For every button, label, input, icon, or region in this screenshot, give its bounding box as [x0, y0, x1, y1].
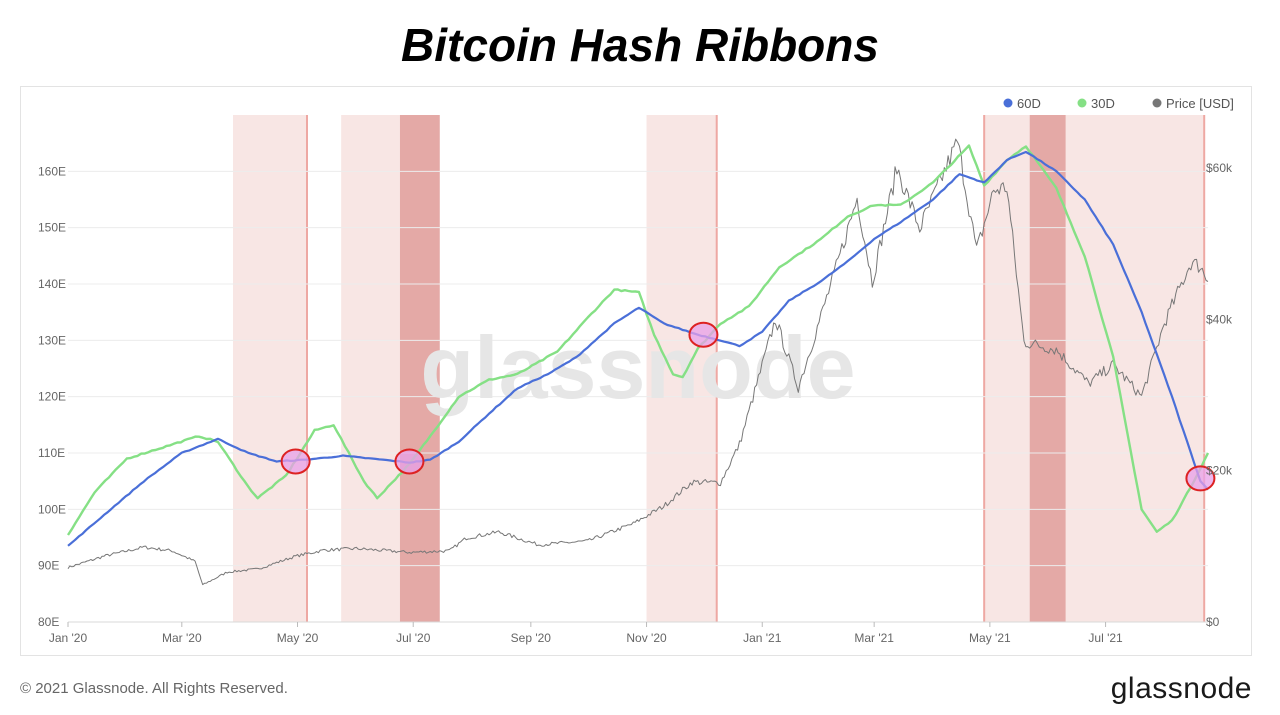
grid-lines	[68, 170, 1208, 623]
x-tick-label: Jul '21	[1088, 631, 1123, 645]
series-line-price-usd	[67, 138, 1209, 586]
x-tick-label: Mar '20	[162, 631, 202, 645]
legend-swatch	[1077, 98, 1087, 108]
band-1	[233, 115, 308, 622]
x-tick-label: Jan '21	[743, 631, 782, 645]
y-right-tick-label: $40k	[1206, 312, 1233, 326]
watermark: glassnode	[420, 318, 855, 417]
legend-label: Price [USD]	[1166, 96, 1234, 111]
legend-swatch	[1152, 98, 1162, 108]
y-left-tick-label: 100E	[38, 502, 66, 516]
recovery-circle-3	[688, 321, 719, 348]
series-lines	[66, 138, 1210, 586]
y-left-tick-label: 120E	[38, 390, 66, 404]
band-6	[1029, 115, 1066, 622]
legend-swatch	[1003, 98, 1013, 108]
y-right-tick-label: $60k	[1206, 161, 1233, 175]
band-7	[1065, 115, 1205, 622]
x-tick-label: Mar '21	[854, 631, 894, 645]
axis-ticks: 80E 90E 100E 110E 120E 130E 140E 150E 160E $0 $20k…	[38, 161, 1233, 645]
recovery-circle-1	[280, 448, 311, 475]
y-right-tick-label: $20k	[1206, 464, 1233, 478]
x-tick-label: Sep '20	[511, 631, 552, 645]
brand-logo[interactable]: glassnode	[1110, 672, 1252, 705]
chart-title: Bitcoin Hash Ribbons	[401, 19, 879, 71]
recovery-circle-4	[1185, 465, 1216, 492]
x-tick-label: Jan '20	[49, 631, 88, 645]
y-left-tick-label: 110E	[38, 446, 65, 460]
x-tick-label: Nov '20	[626, 631, 667, 645]
y-right-tick-label: $0	[1206, 615, 1220, 629]
legend: 60D 30D Price [USD]	[1003, 96, 1234, 111]
y-left-tick-label: 90E	[38, 559, 59, 573]
recovery-circles	[280, 321, 1216, 492]
x-tick-label: May '21	[969, 631, 1011, 645]
x-tick-label: May '20	[277, 631, 319, 645]
legend-label: 30D	[1091, 96, 1115, 111]
chart-frame	[20, 86, 1252, 656]
y-left-tick-label: 160E	[38, 164, 66, 178]
x-tick-label: Jul '20	[396, 631, 431, 645]
capitulation-bands	[233, 115, 1206, 622]
y-left-tick-label: 80E	[38, 615, 59, 629]
y-left-tick-label: 140E	[38, 277, 66, 291]
band-3	[399, 115, 440, 622]
band-2	[341, 115, 400, 622]
copyright-text: © 2021 Glassnode. All Rights Reserved.	[20, 680, 288, 697]
y-left-tick-label: 130E	[38, 333, 66, 347]
y-left-tick-label: 150E	[38, 221, 66, 235]
recovery-circle-2	[394, 448, 425, 475]
band-4	[646, 115, 717, 622]
series-line-60d	[67, 150, 1209, 547]
legend-label: 60D	[1017, 96, 1041, 111]
series-line-30d	[66, 144, 1210, 536]
band-5	[984, 115, 1030, 622]
